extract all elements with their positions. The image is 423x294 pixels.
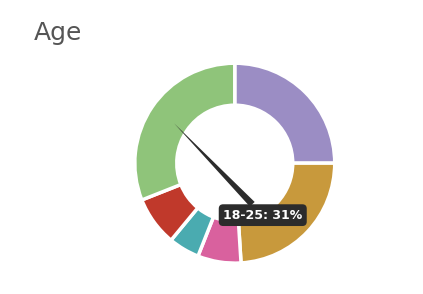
Wedge shape	[235, 63, 335, 163]
Wedge shape	[239, 163, 335, 263]
Wedge shape	[135, 63, 235, 200]
Wedge shape	[198, 217, 241, 263]
Wedge shape	[171, 208, 214, 256]
Text: 18-25: 31%: 18-25: 31%	[174, 123, 302, 222]
Text: Age: Age	[34, 21, 82, 45]
Wedge shape	[142, 185, 198, 240]
